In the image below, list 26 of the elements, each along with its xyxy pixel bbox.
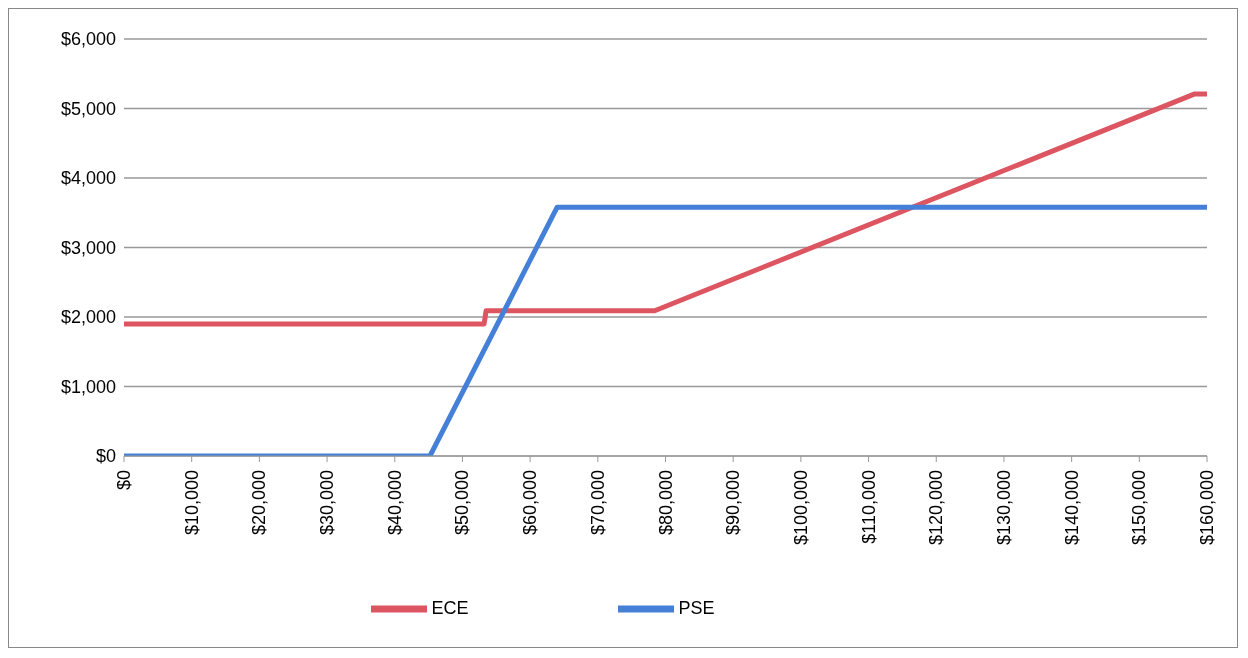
x-tick-label: $60,000	[520, 470, 541, 536]
y-tick-label: $3,000	[60, 237, 116, 258]
y-tick-label: $4,000	[60, 168, 116, 189]
x-tick-label: $10,000	[181, 470, 202, 536]
legend-label: PSE	[678, 597, 715, 618]
x-tick-label: $20,000	[249, 470, 270, 536]
y-tick-label: $0	[95, 446, 116, 467]
x-tick-label: $110,000	[858, 470, 879, 544]
x-tick-label: $90,000	[723, 470, 744, 536]
x-tick-label: $70,000	[587, 470, 608, 536]
y-tick-label: $2,000	[60, 307, 116, 328]
x-tick-label: $130,000	[993, 470, 1014, 546]
x-tick-label: $50,000	[452, 470, 473, 536]
x-tick-label: $100,000	[790, 470, 811, 546]
x-tick-label: $140,000	[1061, 470, 1082, 546]
x-tick-label: $150,000	[1129, 470, 1150, 546]
y-tick-label: $1,000	[60, 376, 116, 397]
y-tick-label: $5,000	[60, 98, 116, 119]
x-tick-label: $0	[114, 470, 134, 491]
x-tick-label: $160,000	[1197, 470, 1217, 546]
x-tick-label: $120,000	[926, 470, 947, 546]
x-tick-label: $40,000	[384, 470, 405, 536]
x-tick-label: $30,000	[317, 470, 338, 536]
y-tick-label: $6,000	[60, 29, 116, 50]
x-tick-label: $80,000	[655, 470, 676, 536]
legend-label: ECE	[431, 597, 469, 618]
